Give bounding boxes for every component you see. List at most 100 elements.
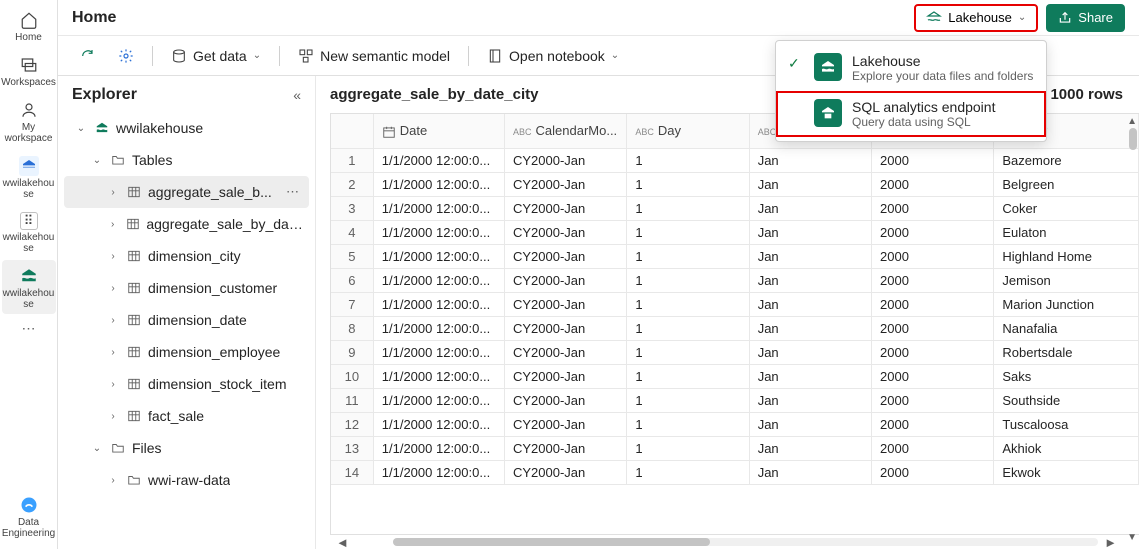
table-cell: Jemison [994,268,1139,292]
scroll-down-icon[interactable]: ▼ [1127,532,1137,543]
twisty-icon[interactable]: ⌄ [74,123,88,134]
column-header[interactable] [331,114,373,148]
rail-lakehouse-b[interactable]: ⠿ wwilakehou se [2,206,56,258]
table-row[interactable]: 121/1/2000 12:00:0...CY2000-Jan1Jan2000T… [331,412,1139,436]
twisty-icon[interactable]: › [106,251,120,262]
table-cell: Jan [749,412,871,436]
table-cell: 14 [331,460,373,484]
twisty-icon[interactable]: ⌄ [90,155,104,166]
table-cell: 2000 [872,220,994,244]
lakehouse-switcher-button[interactable]: Lakehouse ⌄ [914,4,1038,32]
table-row[interactable]: 91/1/2000 12:00:0...CY2000-Jan1Jan2000Ro… [331,340,1139,364]
twisty-icon[interactable]: › [106,347,120,358]
scroll-right-icon[interactable]: ► [1098,535,1123,549]
tree-row[interactable]: ›dimension_customer [64,272,309,304]
table-cell: 2000 [872,412,994,436]
tree-row[interactable]: ›fact_sale [64,400,309,432]
tree-node-icon [125,216,140,232]
dropdown-option-sql-endpoint[interactable]: SQL analytics endpoint Query data using … [776,91,1046,137]
table-cell: 1 [331,148,373,172]
table-row[interactable]: 21/1/2000 12:00:0...CY2000-Jan1Jan2000Be… [331,172,1139,196]
table-row[interactable]: 51/1/2000 12:00:0...CY2000-Jan1Jan2000Hi… [331,244,1139,268]
scroll-left-icon[interactable]: ◄ [330,535,355,549]
twisty-icon[interactable]: › [106,379,120,390]
tree-row[interactable]: ›dimension_employee [64,336,309,368]
column-header[interactable]: Date [373,114,504,148]
twisty-icon[interactable]: › [106,187,120,198]
table-cell: 1 [627,340,749,364]
collapse-explorer-icon[interactable]: « [293,87,301,103]
rail-data-engineering-label: Data Engineering [2,517,55,539]
gear-icon [118,48,134,64]
horizontal-scrollbar[interactable]: ◄ ► [330,535,1139,549]
table-row[interactable]: 141/1/2000 12:00:0...CY2000-Jan1Jan2000E… [331,460,1139,484]
tree-row[interactable]: ›dimension_date [64,304,309,336]
twisty-icon[interactable]: › [106,475,120,486]
table-cell: Jan [749,340,871,364]
table-cell: 2000 [872,196,994,220]
table-cell: Bazemore [994,148,1139,172]
table-row[interactable]: 101/1/2000 12:00:0...CY2000-Jan1Jan2000S… [331,364,1139,388]
tree-row[interactable]: ›dimension_city [64,240,309,272]
table-cell: Coker [994,196,1139,220]
table-row[interactable]: 111/1/2000 12:00:0...CY2000-Jan1Jan2000S… [331,388,1139,412]
table-cell: Jan [749,316,871,340]
chevron-down-icon: ⌄ [1018,12,1026,23]
tree-row[interactable]: ⌄wwilakehouse [64,112,309,144]
twisty-icon[interactable]: › [106,315,120,326]
table-cell: 2000 [872,292,994,316]
tree-row[interactable]: ›dimension_stock_item [64,368,309,400]
twisty-icon[interactable]: ⌄ [90,443,104,454]
check-icon: ✓ [788,53,804,72]
refresh-button[interactable] [72,44,104,68]
tree-node-label: Tables [132,152,172,168]
new-semantic-model-button[interactable]: New semantic model [290,44,458,68]
tree-node-icon [126,184,142,200]
column-header[interactable]: ABCCalendarMo... [505,114,627,148]
table-row[interactable]: 31/1/2000 12:00:0...CY2000-Jan1Jan2000Co… [331,196,1139,220]
share-button[interactable]: Share [1046,4,1125,32]
twisty-icon[interactable]: › [106,219,119,230]
open-notebook-button[interactable]: Open notebook ⌄ [479,44,627,68]
vertical-scrollbar[interactable]: ▲ ▼ [1129,128,1137,531]
tree-row[interactable]: ›wwi-raw-data [64,464,309,496]
tree-row[interactable]: ›aggregate_sale_b...⋯ [64,176,309,208]
rail-data-engineering[interactable]: Data Engineering [2,489,56,543]
rail-my-workspace[interactable]: My workspace [2,94,56,148]
more-icon[interactable]: ⋯ [282,184,303,200]
explorer-title: Explorer [72,86,137,104]
table-cell: 3 [331,196,373,220]
settings-button[interactable] [110,44,142,68]
tree-node-label: aggregate_sale_by_date... [146,216,303,232]
scroll-up-icon[interactable]: ▲ [1127,116,1137,127]
table-cell: 1 [627,364,749,388]
explorer-panel: Explorer « ⌄wwilakehouse⌄Tables›aggregat… [58,76,316,549]
tree-row[interactable]: › aggregate_sale_by_date... [64,208,309,240]
rail-workspaces[interactable]: Workspaces [2,49,56,92]
tree-row[interactable]: ⌄ Tables [64,144,309,176]
open-notebook-label: Open notebook [509,48,605,64]
table-row[interactable]: 61/1/2000 12:00:0...CY2000-Jan1Jan2000Je… [331,268,1139,292]
twisty-icon[interactable]: › [106,411,120,422]
table-cell: 1/1/2000 12:00:0... [373,364,504,388]
table-cell: CY2000-Jan [505,412,627,436]
get-data-button[interactable]: Get data ⌄ [163,44,269,68]
table-cell: Highland Home [994,244,1139,268]
tree-row[interactable]: ⌄Files [64,432,309,464]
table-cell: CY2000-Jan [505,244,627,268]
rail-home[interactable]: Home [2,4,56,47]
rail-lakehouse-c[interactable]: wwilakehou se [2,260,56,314]
data-grid[interactable]: DateABCCalendarMo...ABCDayABCShortMonth1… [330,113,1139,535]
lakehouse-option-icon [814,53,842,81]
rail-more[interactable]: ⋯ [22,320,36,337]
table-cell: 1 [627,436,749,460]
dropdown-option-lakehouse[interactable]: ✓ Lakehouse Explore your data files and … [776,45,1046,91]
twisty-icon[interactable]: › [106,283,120,294]
rail-lakehouse-a[interactable]: wwilakehou se [2,150,56,204]
table-row[interactable]: 131/1/2000 12:00:0...CY2000-Jan1Jan2000A… [331,436,1139,460]
table-row[interactable]: 81/1/2000 12:00:0...CY2000-Jan1Jan2000Na… [331,316,1139,340]
table-row[interactable]: 11/1/2000 12:00:0...CY2000-Jan1Jan2000Ba… [331,148,1139,172]
table-row[interactable]: 71/1/2000 12:00:0...CY2000-Jan1Jan2000Ma… [331,292,1139,316]
column-header[interactable]: ABCDay [627,114,749,148]
table-row[interactable]: 41/1/2000 12:00:0...CY2000-Jan1Jan2000Eu… [331,220,1139,244]
